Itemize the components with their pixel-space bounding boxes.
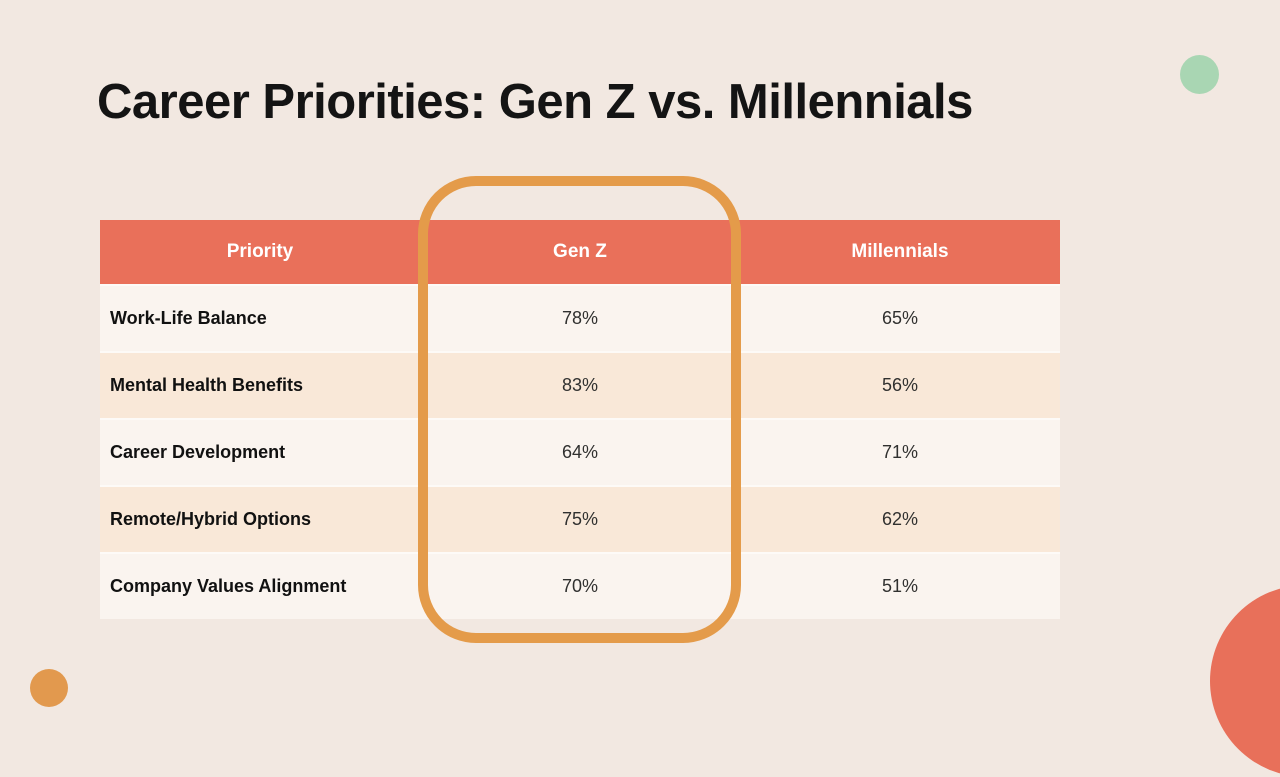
genz-value: 64% bbox=[561, 442, 598, 462]
table-row: Career Development 64% 71% bbox=[100, 418, 1060, 485]
millennials-value: 71% bbox=[881, 442, 918, 462]
genz-value: 78% bbox=[561, 308, 598, 328]
decorative-circle-orange bbox=[30, 669, 68, 707]
comparison-table: Priority Gen Z Millennials Work-Life Bal… bbox=[100, 220, 1060, 619]
row-label: Mental Health Benefits bbox=[110, 375, 304, 395]
millennials-value: 51% bbox=[881, 576, 918, 596]
table-row: Remote/Hybrid Options 75% 62% bbox=[100, 485, 1060, 552]
genz-value: 83% bbox=[561, 375, 598, 395]
genz-value: 75% bbox=[561, 509, 598, 529]
millennials-value: 62% bbox=[881, 509, 918, 529]
slide-canvas: { "slide": { "title": "Career Priorities… bbox=[30, 55, 1280, 777]
row-label: Work-Life Balance bbox=[110, 308, 267, 328]
slide-title: Career Priorities: Gen Z vs. Millennials bbox=[97, 75, 973, 129]
table-row: Company Values Alignment 70% 51% bbox=[100, 552, 1060, 619]
decorative-circle-salmon bbox=[1210, 585, 1280, 777]
column-header-millennials: Millennials bbox=[851, 241, 949, 262]
column-header-priority: Priority bbox=[226, 241, 294, 262]
millennials-value: 65% bbox=[881, 308, 918, 328]
table-row: Work-Life Balance 78% 65% bbox=[100, 284, 1060, 351]
millennials-value: 56% bbox=[881, 375, 918, 395]
row-label: Company Values Alignment bbox=[110, 576, 347, 596]
table-header-row: Priority Gen Z Millennials bbox=[100, 220, 1060, 284]
decorative-circle-green bbox=[1180, 55, 1219, 94]
row-label: Remote/Hybrid Options bbox=[110, 509, 312, 529]
column-header-genz: Gen Z bbox=[553, 241, 607, 262]
genz-value: 70% bbox=[561, 576, 598, 596]
table-row: Mental Health Benefits 83% 56% bbox=[100, 351, 1060, 418]
row-label: Career Development bbox=[110, 442, 286, 462]
